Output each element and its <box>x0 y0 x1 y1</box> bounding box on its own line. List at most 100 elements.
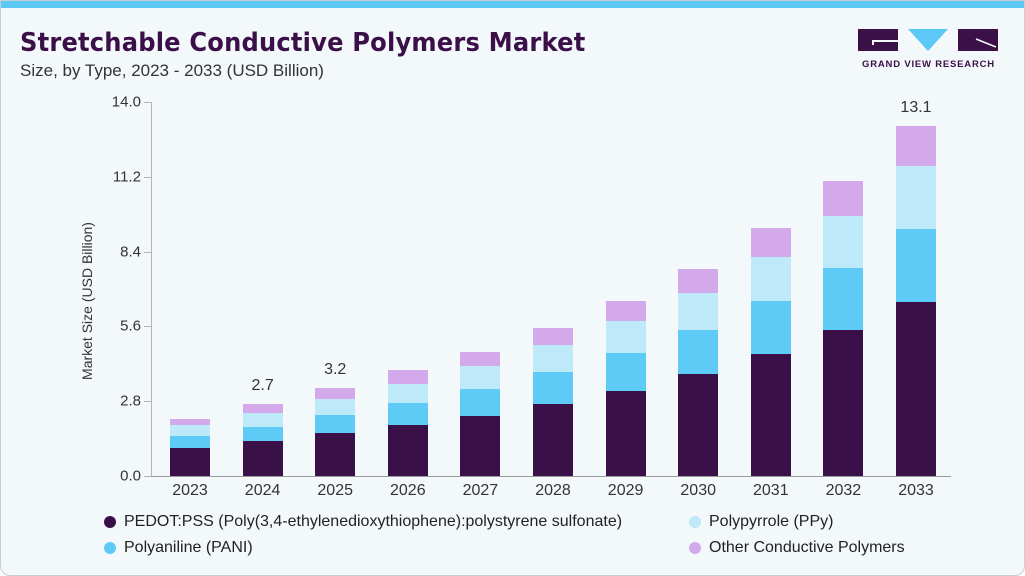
bar-segment[interactable] <box>533 345 573 372</box>
bar-segment[interactable] <box>242 413 283 427</box>
y-tick-mark <box>144 251 151 253</box>
bar-segment[interactable] <box>170 425 210 436</box>
legend-label: PEDOT:PSS (Poly(3,4-ethylenedioxythiophe… <box>124 513 623 530</box>
bar-segment[interactable] <box>533 371 573 404</box>
bar-segment[interactable] <box>896 166 936 229</box>
total-value-label: 2.7 <box>251 376 274 394</box>
x-tick-label: 2026 <box>390 482 426 499</box>
bar-segment[interactable] <box>823 180 864 216</box>
bar-segment[interactable] <box>678 293 719 331</box>
legend-dot-icon <box>104 542 116 554</box>
bar-2030[interactable] <box>678 268 719 476</box>
x-tick-label: 2030 <box>680 482 716 499</box>
bar-segment[interactable] <box>605 390 646 476</box>
bar-segment[interactable] <box>170 447 210 476</box>
x-tick-label: 2023 <box>172 482 208 499</box>
bar-segment[interactable] <box>242 426 283 442</box>
y-axis-line <box>151 102 152 476</box>
bar-segment[interactable] <box>170 418 210 426</box>
bar-segment[interactable] <box>605 321 646 354</box>
bar-2028[interactable] <box>533 327 573 476</box>
chart-title: Stretchable Conductive Polymers Market <box>20 28 586 58</box>
bar-segment[interactable] <box>605 301 646 322</box>
y-tick-mark <box>144 476 151 477</box>
bar-2029[interactable] <box>605 301 646 476</box>
bar-segment[interactable] <box>533 327 573 346</box>
x-tick-label: 2032 <box>825 482 862 499</box>
y-tick-mark <box>144 176 151 178</box>
bar-segment[interactable] <box>750 354 791 476</box>
bar-2027[interactable] <box>460 351 501 476</box>
bar-segment[interactable] <box>315 433 356 476</box>
bar-segment[interactable] <box>387 425 428 476</box>
x-tick-label: 2027 <box>462 482 499 499</box>
bar-2033[interactable] <box>896 126 936 476</box>
legend-item[interactable]: Other Conductive Polymers <box>689 539 905 557</box>
bar-segment[interactable] <box>387 402 428 426</box>
bar-2023[interactable] <box>170 418 210 476</box>
bar-segment[interactable] <box>315 387 356 399</box>
bar-segment[interactable] <box>678 268 719 293</box>
bar-segment[interactable] <box>242 441 283 476</box>
bar-segment[interactable] <box>460 351 501 367</box>
bar-segment[interactable] <box>750 256 791 302</box>
bar-segment[interactable] <box>896 302 936 476</box>
x-tick-label: 2024 <box>244 482 281 499</box>
bar-segment[interactable] <box>315 414 356 434</box>
x-tick-label: 2028 <box>535 482 571 499</box>
legend-label: Other Conductive Polymers <box>709 539 905 556</box>
bar-2025[interactable] <box>315 387 356 476</box>
y-axis-label: Market Size (USD Billion) <box>79 222 95 380</box>
bar-segment[interactable] <box>315 398 356 415</box>
logo-text: GRAND VIEW RESEARCH <box>862 59 995 70</box>
bar-segment[interactable] <box>750 301 791 355</box>
y-tick-mark <box>144 401 151 403</box>
y-tick-label: 5.6 <box>120 317 141 335</box>
legend-dot-icon <box>689 516 701 528</box>
y-tick-label: 14.0 <box>111 93 141 111</box>
bar-segment[interactable] <box>678 374 719 476</box>
bar-2026[interactable] <box>387 370 428 476</box>
bar-segment[interactable] <box>678 330 719 375</box>
grand-view-research-logo: GRAND VIEW RESEARCH <box>856 28 1001 73</box>
bar-segment[interactable] <box>460 389 501 416</box>
x-tick-label: 2031 <box>753 482 789 499</box>
chart-subtitle: Size, by Type, 2023 - 2033 (USD Billion) <box>20 61 324 80</box>
bar-segment[interactable] <box>896 228 936 303</box>
bar-segment[interactable] <box>750 227 791 257</box>
bar-segment[interactable] <box>387 370 428 384</box>
accent-top-bar <box>1 1 1024 8</box>
y-tick-mark <box>144 102 151 103</box>
legend-item[interactable]: PEDOT:PSS (Poly(3,4-ethylenedioxythiophe… <box>104 513 622 531</box>
bar-segment[interactable] <box>605 353 646 391</box>
bar-segment[interactable] <box>460 415 501 476</box>
bar-segment[interactable] <box>170 435 210 448</box>
legend-dot-icon <box>689 542 701 554</box>
y-tick-label: 11.2 <box>112 168 141 186</box>
bar-2032[interactable] <box>823 180 864 476</box>
bar-segment[interactable] <box>823 267 864 331</box>
bar-segment[interactable] <box>896 126 936 167</box>
x-tick-label: 2029 <box>607 482 644 499</box>
legend-label: Polyaniline (PANI) <box>124 539 253 556</box>
x-tick-label: 2033 <box>898 482 934 499</box>
bar-segment[interactable] <box>823 330 864 476</box>
bar-segment[interactable] <box>387 383 428 403</box>
bar-segment[interactable] <box>533 403 573 476</box>
total-value-label: 13.1 <box>900 99 932 117</box>
y-tick-label: 2.8 <box>120 392 141 410</box>
legend-item[interactable]: Polyaniline (PANI) <box>104 539 253 557</box>
y-tick-label: 0.0 <box>120 467 141 485</box>
x-tick-label: 2025 <box>317 482 353 499</box>
y-tick-mark <box>144 326 151 328</box>
total-value-label: 3.2 <box>324 360 347 378</box>
gvr-logo-icon <box>858 29 998 51</box>
y-tick-label: 8.4 <box>120 243 141 261</box>
legend-item[interactable]: Polypyrrole (PPy) <box>689 513 833 531</box>
bar-2024[interactable] <box>242 403 283 476</box>
bar-segment[interactable] <box>823 215 864 268</box>
bar-2031[interactable] <box>750 227 791 476</box>
bar-segment[interactable] <box>242 403 283 414</box>
bar-segment[interactable] <box>460 366 501 390</box>
